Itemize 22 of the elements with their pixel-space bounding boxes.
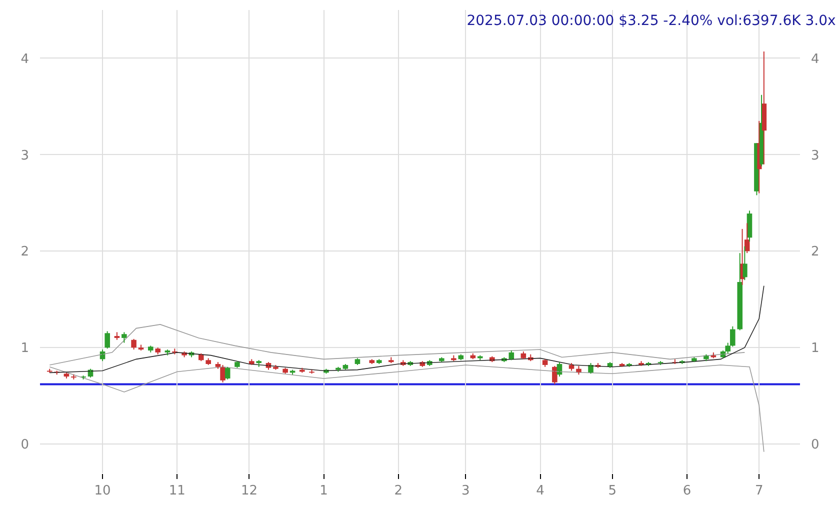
y2-tick-label: 2 (811, 244, 820, 260)
y-tick-label: 0 (20, 438, 29, 453)
chart-title: 2025.07.03 00:00:00 $3.25 -2.40% vol:6397.6K 3.0x (466, 13, 836, 30)
x-tick-label: 10 (94, 484, 111, 499)
x-tick-label: 5 (608, 484, 617, 499)
y2-tick-label: 0 (811, 438, 820, 453)
x-tick-label: 12 (240, 484, 258, 499)
x-tick-label: 3 (462, 484, 470, 499)
y-tick-label: 2 (20, 244, 29, 260)
x-tick-label: 4 (536, 484, 544, 499)
y-tick-label: 3 (20, 148, 29, 164)
x-tick-label: 7 (754, 484, 764, 499)
y2-tick-label: 1 (811, 341, 820, 356)
x-tick-label: 6 (682, 484, 692, 499)
y-tick-label: 1 (20, 341, 29, 356)
y2-tick-label: 4 (811, 52, 820, 67)
x-tick-label: 11 (168, 484, 186, 499)
candlestick (309, 369, 314, 374)
y2-tick-label: 3 (811, 148, 820, 164)
x-tick-label: 1 (320, 484, 328, 499)
x-tick-label: 2 (394, 484, 402, 499)
y-tick-label: 4 (20, 52, 29, 67)
